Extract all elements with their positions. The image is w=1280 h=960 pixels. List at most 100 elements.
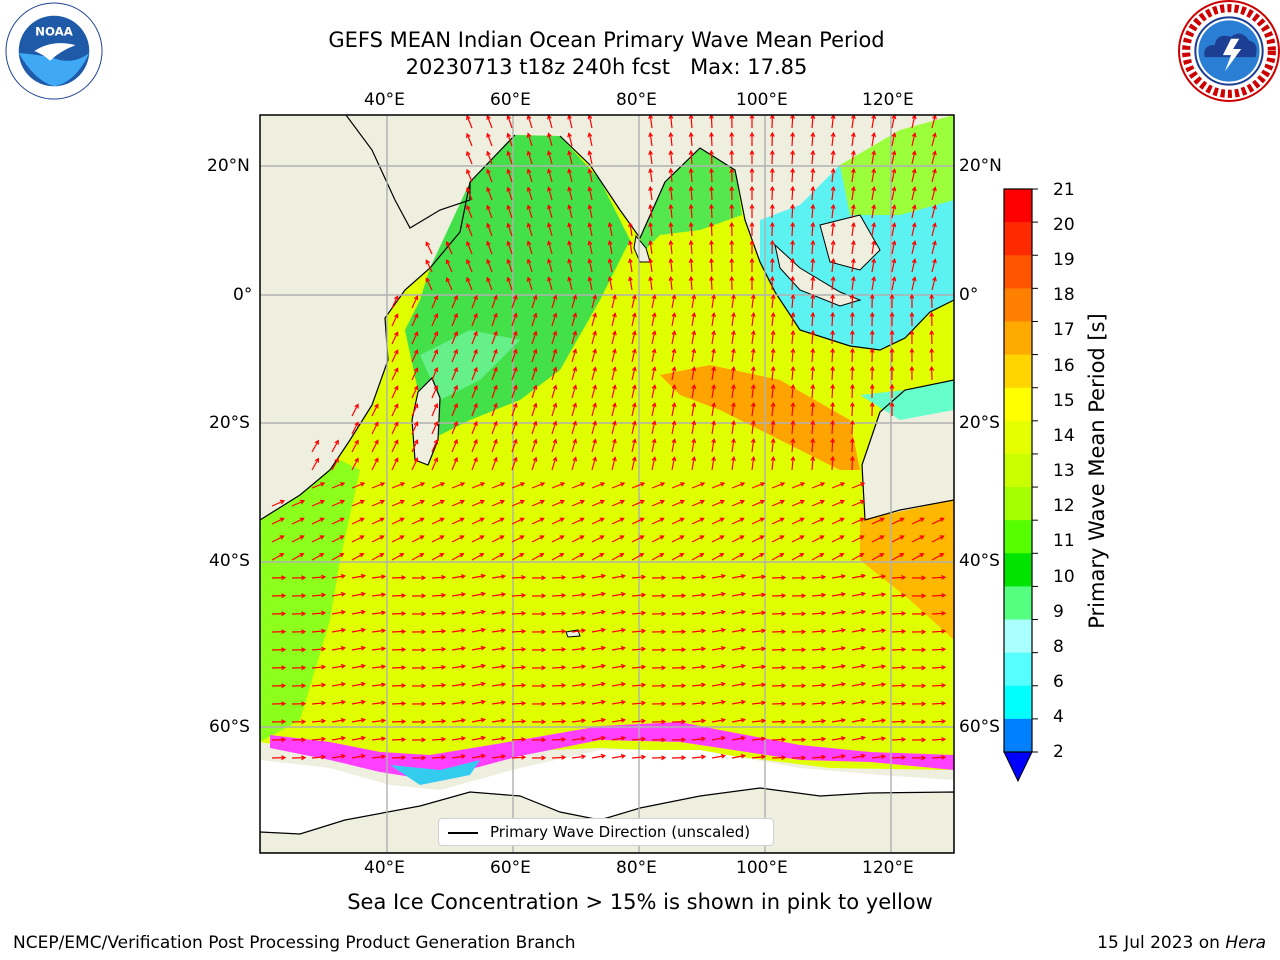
wave-vector — [651, 553, 664, 561]
wave-vector — [571, 535, 584, 543]
wave-vector — [351, 701, 365, 705]
colorbar-segment — [1004, 189, 1032, 223]
wave-vector-head — [889, 293, 895, 299]
lon-tick-top-120e: 120°E — [862, 90, 914, 110]
wave-vector-head — [541, 665, 547, 671]
wave-vector-head — [750, 437, 756, 444]
wave-vector-head — [700, 664, 707, 670]
wave-direction-vectors — [271, 115, 947, 761]
wave-vector — [791, 385, 794, 399]
wave-vector-head — [281, 665, 287, 671]
wave-vector — [588, 169, 593, 183]
wave-vector — [591, 737, 605, 741]
wave-vector — [691, 630, 705, 633]
wave-vector — [891, 720, 906, 723]
wave-vector-head — [580, 610, 587, 616]
wave-vector-head — [819, 499, 826, 505]
wave-vector-head — [532, 366, 538, 372]
wave-vector — [671, 331, 676, 345]
wave-vector — [811, 132, 814, 147]
wave-vector — [491, 482, 505, 489]
wave-vector — [588, 133, 593, 147]
wave-vector-head — [740, 627, 747, 633]
wave-vector — [671, 385, 676, 399]
wave-vector — [471, 628, 485, 633]
colorbar-segment — [1004, 387, 1032, 422]
wave-vector-head — [691, 401, 697, 408]
wave-vector — [511, 295, 517, 309]
wave-vector — [851, 133, 855, 147]
wave-vector-head — [547, 168, 552, 174]
wave-vector — [851, 169, 855, 183]
wave-vector-head — [521, 736, 527, 742]
wave-vector — [588, 115, 593, 129]
wave-vector — [271, 553, 284, 561]
wave-vector — [771, 421, 774, 435]
wave-vector-head — [441, 610, 447, 616]
wave-vector — [331, 535, 344, 543]
wave-vector-head — [880, 682, 887, 688]
wave-vector-head — [600, 699, 607, 705]
wave-vector — [931, 241, 936, 255]
wave-vector — [791, 403, 794, 417]
wave-vector-head — [567, 132, 572, 138]
wave-vector-head — [500, 482, 506, 487]
wave-vector-head — [750, 311, 756, 318]
wave-vector-head — [880, 574, 887, 580]
wave-vector-head — [587, 204, 593, 210]
wave-vector-head — [359, 535, 365, 540]
wave-vector-head — [459, 535, 465, 540]
wave-vector — [831, 575, 845, 579]
wave-vector — [871, 611, 885, 615]
wave-vector — [588, 277, 593, 291]
wave-vector-head — [921, 575, 927, 581]
wave-vector — [710, 186, 713, 201]
wave-vector-head — [612, 312, 617, 318]
wave-vector-head — [641, 592, 647, 598]
wave-vector — [631, 367, 636, 381]
wave-vector-head — [612, 420, 617, 426]
wave-vector — [731, 611, 745, 615]
wave-vector — [611, 593, 625, 597]
wave-vector-head — [380, 646, 387, 652]
wave-vector-head — [561, 629, 567, 634]
wave-vector — [486, 259, 493, 273]
wave-vector — [791, 240, 794, 255]
wave-vector-head — [360, 699, 367, 705]
wave-vector-head — [711, 383, 716, 390]
wave-vector — [671, 403, 676, 417]
wave-vector — [391, 332, 399, 345]
wave-vector-head — [580, 482, 586, 487]
wave-vector-head — [810, 115, 816, 119]
legend-line-sample — [448, 832, 478, 834]
wave-vector — [591, 313, 597, 327]
wave-vector-head — [374, 403, 379, 409]
wave-vector-head — [592, 366, 597, 372]
wave-vector-head — [720, 591, 727, 597]
wave-vector — [611, 385, 616, 399]
wave-vector-head — [620, 482, 626, 487]
wave-vector — [431, 648, 446, 651]
wave-vector — [391, 576, 406, 579]
wave-vector — [611, 367, 616, 381]
wave-vector-head — [810, 275, 816, 281]
wave-vector-head — [354, 421, 359, 427]
wave-vector-head — [493, 348, 498, 354]
wave-vector — [351, 553, 364, 561]
wave-vector — [851, 277, 855, 291]
wave-vector-head — [433, 402, 439, 409]
wave-vector-head — [421, 755, 427, 761]
cb-tick-2: 2 — [1053, 742, 1064, 762]
wave-vector — [571, 421, 577, 435]
wave-vector — [571, 403, 577, 417]
wave-vector-head — [359, 499, 366, 505]
wave-vector — [466, 187, 473, 201]
wave-vector-head — [521, 754, 527, 760]
wave-vector-head — [439, 499, 446, 505]
wave-vector-head — [500, 592, 507, 597]
wave-vector — [431, 756, 446, 759]
wave-vector-head — [711, 419, 716, 426]
wave-vector — [411, 482, 425, 489]
wave-vector-head — [301, 665, 307, 671]
wave-vector — [631, 576, 645, 579]
